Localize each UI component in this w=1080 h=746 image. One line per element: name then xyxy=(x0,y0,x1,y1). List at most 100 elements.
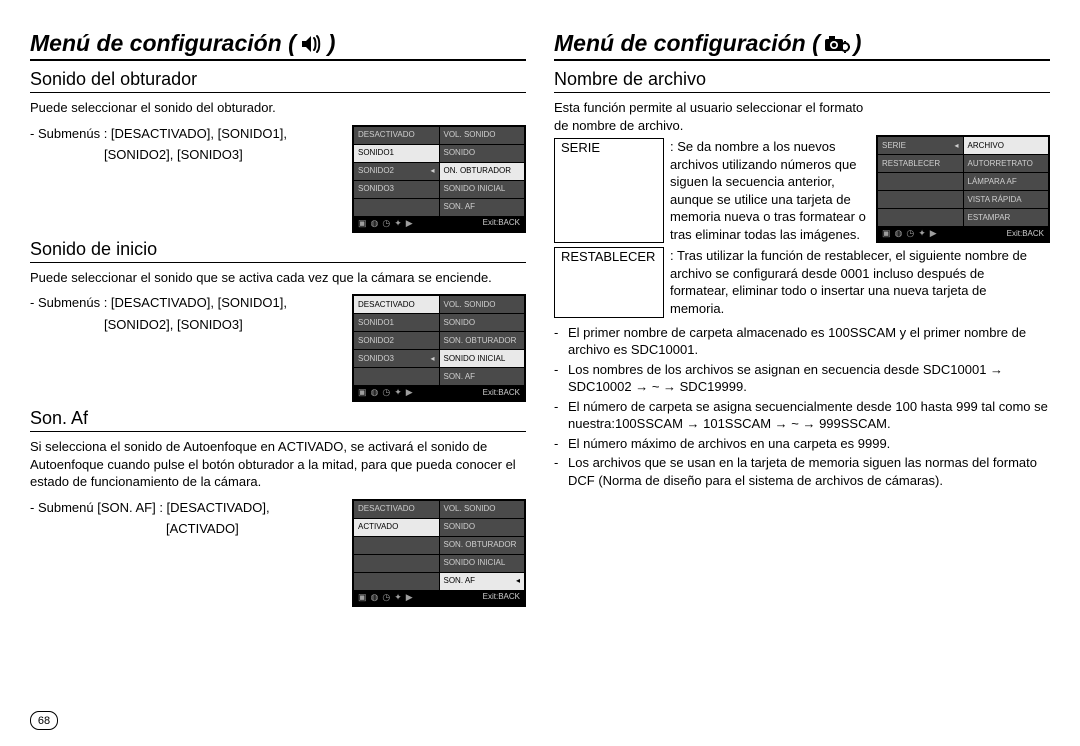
exit-label: Exit:BACK xyxy=(483,219,520,227)
footer-icon: ◷ xyxy=(382,388,390,397)
menu-left-cell xyxy=(354,573,439,590)
footer-icon: ▶ xyxy=(930,229,937,238)
option-description: : Tras utilizar la función de restablece… xyxy=(670,247,1040,317)
menu-right-cell: VOL. SONIDO xyxy=(440,127,525,144)
footer-icon: ✦ xyxy=(918,229,926,238)
note-text: Los archivos que se usan en la tarjeta d… xyxy=(568,454,1050,489)
option-description: : Se da nombre a los nuevos archivos uti… xyxy=(670,138,870,243)
footer-icon: ◍ xyxy=(371,219,379,228)
footer-icon: ▶ xyxy=(406,219,413,228)
note-text: Los nombres de los archivos se asignan e… xyxy=(568,361,1050,396)
menu-screenshot: SERIEARCHIVORESTABLECERAUTORRETRATOLÁMPA… xyxy=(876,135,1050,243)
left-main-title: Menú de configuración ( ) xyxy=(30,30,526,61)
menu-right-cell: SONIDO xyxy=(440,314,525,331)
menu-left-cell xyxy=(354,555,439,572)
bullet-dash: - xyxy=(554,435,564,453)
menu-right-cell: SONIDO INICIAL xyxy=(440,181,525,198)
right-main-title: Menú de configuración ( ) xyxy=(554,30,1050,61)
camera-gear-icon xyxy=(824,34,850,54)
sound-icon xyxy=(300,34,324,54)
menu-left-cell: SONIDO2 xyxy=(354,332,439,349)
menu-left-cell: DESACTIVADO xyxy=(354,127,439,144)
footer-icon: ◷ xyxy=(382,593,390,602)
menu-left-cell xyxy=(878,209,963,226)
menu-right-cell: SON. AF xyxy=(440,368,525,385)
camera-menu: SERIEARCHIVORESTABLECERAUTORRETRATOLÁMPA… xyxy=(876,135,1050,243)
footer-icon: ▣ xyxy=(358,593,367,602)
menu-left-cell: SONIDO3 xyxy=(354,181,439,198)
menu-right-cell: SONIDO xyxy=(440,519,525,536)
footer-icon: ◷ xyxy=(382,219,390,228)
footer-icon: ▣ xyxy=(882,229,891,238)
submenu-line: [SONIDO2], [SONIDO3] xyxy=(30,316,287,334)
menu-left-cell xyxy=(354,199,439,216)
menu-right-cell: SON. OBTURADOR xyxy=(440,332,525,349)
menu-left-cell: SERIE xyxy=(878,137,963,154)
menu-right-cell: SONIDO xyxy=(440,145,525,162)
menu-left-cell xyxy=(354,368,439,385)
menu-left-cell: SONIDO2 xyxy=(354,163,439,180)
submenu-line: - Submenús : [DESACTIVADO], [SONIDO1], xyxy=(30,294,287,312)
footer-icon: ▣ xyxy=(358,219,367,228)
menu-right-cell: SONIDO INICIAL xyxy=(440,350,525,367)
menu-left-cell: ACTIVADO xyxy=(354,519,439,536)
footer-icon: ▶ xyxy=(406,388,413,397)
exit-label: Exit:BACK xyxy=(1007,230,1044,238)
menu-left-cell: SONIDO3 xyxy=(354,350,439,367)
menu-right-cell: VOL. SONIDO xyxy=(440,296,525,313)
menu-screenshot: DESACTIVADOVOL. SONIDOACTIVADOSONIDOSON.… xyxy=(352,495,526,607)
footer-icon: ▣ xyxy=(358,388,367,397)
bullet-dash: - xyxy=(554,398,564,433)
menu-right-cell: ESTAMPAR xyxy=(964,209,1049,226)
option-label: SERIE xyxy=(554,138,664,243)
footer-icon: ◍ xyxy=(895,229,903,238)
footer-icon: ◍ xyxy=(371,388,379,397)
bullet-dash: - xyxy=(554,454,564,489)
submenu-line: - Submenú [SON. AF] : [DESACTIVADO], xyxy=(30,499,270,517)
menu-right-cell: LÁMPARA AF xyxy=(964,173,1049,190)
camera-menu: DESACTIVADOVOL. SONIDOACTIVADOSONIDOSON.… xyxy=(352,499,526,607)
right-column: Menú de configuración ( ) Nombre de arch… xyxy=(554,30,1050,607)
bullet-dash: - xyxy=(554,324,564,359)
intro-text: Si selecciona el sonido de Autoenfoque e… xyxy=(30,438,526,491)
camera-menu: DESACTIVADOVOL. SONIDOSONIDO1SONIDOSONID… xyxy=(352,125,526,233)
option-label: RESTABLECER xyxy=(554,247,664,317)
section-title: Sonido del obturador xyxy=(30,69,526,93)
section-title: Nombre de archivo xyxy=(554,69,1050,93)
menu-left-cell xyxy=(354,537,439,554)
footer-icon: ✦ xyxy=(394,593,402,602)
intro-text: Esta función permite al usuario seleccio… xyxy=(554,99,874,134)
submenu-line: - Submenús : [DESACTIVADO], [SONIDO1], xyxy=(30,125,287,143)
footer-icon: ◷ xyxy=(906,229,914,238)
footer-icon: ✦ xyxy=(394,219,402,228)
menu-right-cell: SONIDO INICIAL xyxy=(440,555,525,572)
note-text: El número de carpeta se asigna secuencia… xyxy=(568,398,1050,433)
submenu-line: [ACTIVADO] xyxy=(30,520,270,538)
menu-left-cell: SONIDO1 xyxy=(354,145,439,162)
menu-right-cell: AUTORRETRATO xyxy=(964,155,1049,172)
camera-menu: DESACTIVADOVOL. SONIDOSONIDO1SONIDOSONID… xyxy=(352,294,526,402)
menu-right-cell: ARCHIVO xyxy=(964,137,1049,154)
menu-right-cell: SON. AF xyxy=(440,199,525,216)
menu-right-cell: VOL. SONIDO xyxy=(440,501,525,518)
menu-right-cell: VISTA RÁPIDA xyxy=(964,191,1049,208)
section-title: Son. Af xyxy=(30,408,526,432)
title-text-close: ) xyxy=(328,30,336,57)
menu-screenshot: DESACTIVADOVOL. SONIDOSONIDO1SONIDOSONID… xyxy=(352,121,526,233)
left-column: Menú de configuración ( ) Sonido del obt… xyxy=(30,30,526,607)
section-title: Sonido de inicio xyxy=(30,239,526,263)
menu-left-cell: SONIDO1 xyxy=(354,314,439,331)
submenu-line: [SONIDO2], [SONIDO3] xyxy=(30,146,287,164)
menu-left-cell: DESACTIVADO xyxy=(354,296,439,313)
footer-icon: ▶ xyxy=(406,593,413,602)
intro-text: Puede seleccionar el sonido del obturado… xyxy=(30,99,526,117)
note-text: El primer nombre de carpeta almacenado e… xyxy=(568,324,1050,359)
exit-label: Exit:BACK xyxy=(483,593,520,601)
note-text: El número máximo de archivos en una carp… xyxy=(568,435,890,453)
menu-right-cell: ON. OBTURADOR xyxy=(440,163,525,180)
menu-screenshot: DESACTIVADOVOL. SONIDOSONIDO1SONIDOSONID… xyxy=(352,290,526,402)
title-text-close: ) xyxy=(854,30,862,57)
notes-list: -El primer nombre de carpeta almacenado … xyxy=(554,324,1050,490)
page-number: 68 xyxy=(30,711,58,730)
intro-text: Puede seleccionar el sonido que se activ… xyxy=(30,269,526,287)
